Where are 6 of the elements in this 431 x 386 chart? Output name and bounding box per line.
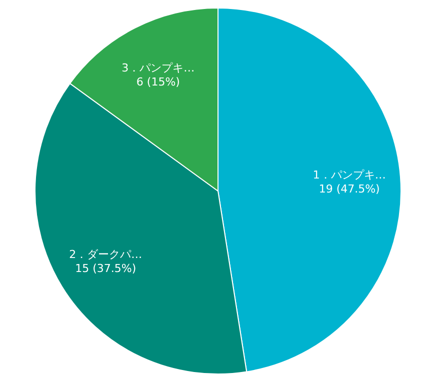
data-label: 19 (47.5%) (318, 182, 380, 196)
slice-label: 1．パンプキ… (312, 168, 386, 182)
slice-label: 3．パンプキ… (122, 62, 195, 75)
data-label: 15 (37.5%) (75, 262, 136, 275)
data-label: 6 (15%) (136, 76, 180, 89)
slice-label: 2．ダークパ… (69, 248, 142, 261)
